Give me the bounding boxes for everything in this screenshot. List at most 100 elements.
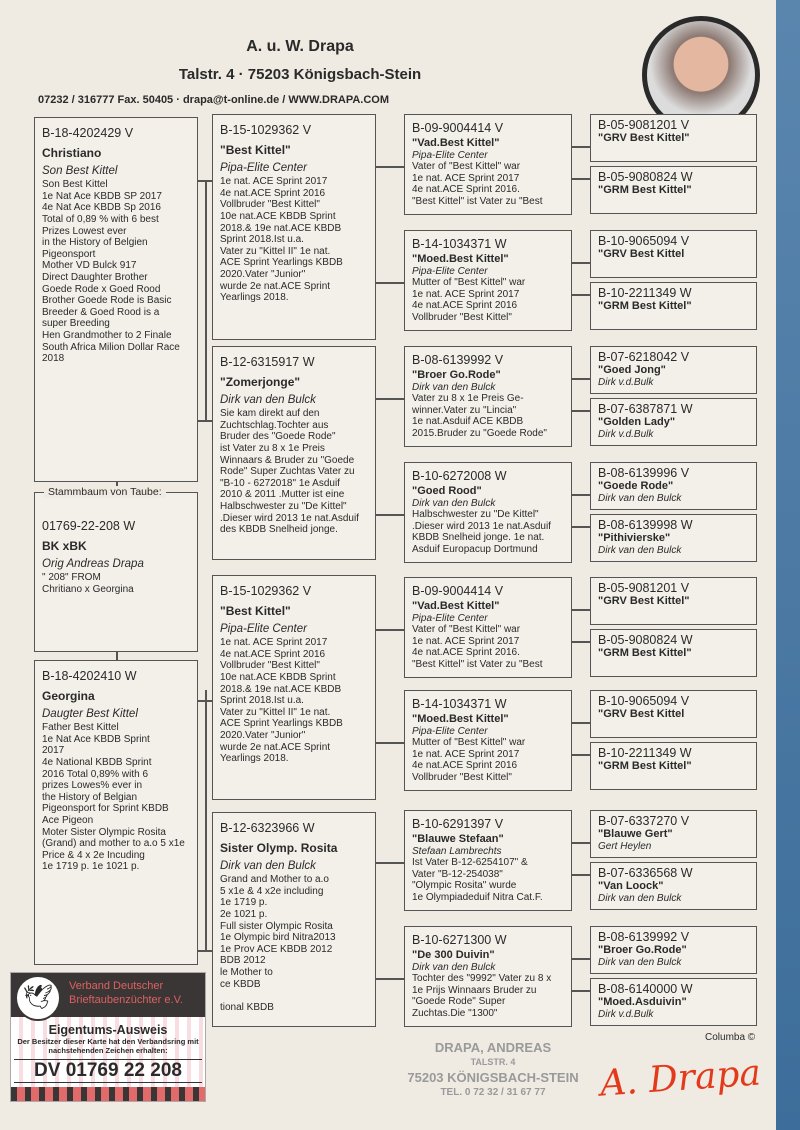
note-line: " 208" FROM <box>42 572 101 584</box>
ring-number: B-09-9004414 V <box>412 584 504 598</box>
note-line: 4e nat.ACE Sprint 2016 <box>412 300 518 312</box>
connector-line <box>572 494 590 496</box>
pigeon-name: "Goed Jong" <box>598 364 666 376</box>
connector-line <box>376 166 404 168</box>
ring-number: B-07-6218042 V <box>598 350 690 364</box>
breeder-name: A. u. W. Drapa <box>246 38 354 55</box>
breeder: Dirk van den Bulck <box>412 961 496 973</box>
note-line: KBDB Snelheid jonge. 1e nat. <box>412 532 545 544</box>
note-line: 4e nat.ACE Sprint 2016. <box>412 647 520 659</box>
breeder: Son Best Kittel <box>42 164 118 177</box>
great-great-grandparent-box: B-08-6139992 V "Broer Go.Rode" Dirk van de… <box>590 926 757 974</box>
pigeon-name: "Van Loock" <box>598 880 664 892</box>
note-line: Prizes Lowest ever <box>42 225 127 237</box>
note-line: 4e Nat Ace KBDB Sp 2016 <box>42 202 161 214</box>
connector-line <box>376 629 404 631</box>
stamp-line: TEL. 0 72 32 / 31 67 77 <box>440 1087 546 1098</box>
pigeon-name: "Vad.Best Kittel" <box>412 600 500 612</box>
breeder: Stefaan Lambrechts <box>412 845 502 857</box>
note-line: le Mother to <box>220 966 273 978</box>
note-line: Brother Goede Rode is Basic <box>42 295 172 307</box>
great-grandparent-box: B-10-6291397 V "Blauwe Stefaan" Stefaan La… <box>404 810 572 911</box>
pigeon-name: "Moed.Best Kittel" <box>412 713 509 725</box>
note-line: Moter Sister Olympic Rosita <box>42 826 166 838</box>
breeder: Dirk v.d.Bulk <box>598 428 654 440</box>
breeder: Dirk v.d.Bulk <box>598 376 654 388</box>
note-line: Ist Vater B-12-6254107" & <box>412 857 528 869</box>
connector-line <box>376 398 404 400</box>
breeder-address: Talstr. 4 · 75203 Königsbach-Stein <box>178 66 422 83</box>
note-line: 1e Nat Ace KBDB Sprint <box>42 733 150 745</box>
note-line: Vater zu "Kittel II" 1e nat. <box>220 706 331 718</box>
note-line: Full sister Olympic Rosita <box>220 920 333 932</box>
note-line: Rode" Super Zuchtas Vater zu <box>220 466 355 478</box>
note-line: Pigeonsport for Sprint KBDB <box>42 803 169 815</box>
connector-line <box>376 742 404 744</box>
address-stamp: DRAPA, ANDREAS TALSTR. 4 75203 KÖNIGSBAC… <box>398 1040 588 1100</box>
org-name: Verband Deutscher <box>69 980 164 992</box>
ring-number: B-08-6139996 V <box>598 466 690 480</box>
note-line: ACE Sprint Yearlings KBDB <box>220 257 343 269</box>
connector-line <box>572 262 590 264</box>
breeder: Pipa-Elite Center <box>412 265 488 277</box>
connector-line <box>572 178 590 180</box>
note-line: 4e National KBDB Sprint <box>42 756 152 768</box>
connector-line <box>572 609 590 611</box>
pigeon-name: Christiano <box>42 146 102 160</box>
ring-number: B-08-6139998 W <box>598 518 693 532</box>
note-line: 1e nat. ACE Sprint 2017 <box>412 635 520 647</box>
great-great-grandparent-box: B-08-6139996 V "Goede Rode" Dirk van den B… <box>590 462 757 510</box>
note-line: 10e nat.ACE KBDB Sprint <box>220 210 336 222</box>
signature: A. Drapa <box>598 1052 763 1105</box>
grandparent-box: B-12-6315917 W "Zomerjonge" Dirk van den B… <box>212 346 376 560</box>
note-line: Tochter des "9992" Vater zu 8 x <box>412 973 552 985</box>
ring-number: B-10-2211349 W <box>598 746 692 760</box>
note-line: 2018.& 19e nat.ACE KBDB <box>220 222 342 234</box>
subject-legend: Stammbaum von Taube: <box>44 486 166 498</box>
connector-line <box>572 754 590 756</box>
note-line: Father Best Kittel <box>42 722 119 734</box>
note-line: in the History of Belgien <box>42 237 148 249</box>
connector-line <box>205 180 207 420</box>
breeder: Dirk van den Bulck <box>598 492 682 504</box>
note-line: 2015.Bruder zu "Goede Rode" <box>412 427 547 439</box>
great-great-grandparent-box: B-05-9081201 V "GRV Best Kittel" <box>590 114 757 162</box>
connector-line <box>376 862 404 864</box>
note-line: wurde 2e nat.ACE Sprint <box>220 280 331 292</box>
breeder: Dirk van den Bulck <box>220 859 316 872</box>
breeder: Pipa-Elite Center <box>412 149 488 161</box>
note-line: 1e nat. ACE Sprint 2017 <box>412 172 520 184</box>
note-line: 1e Prov ACE KBDB 2012 <box>220 943 333 955</box>
pigeon-name: "De 300 Duivin" <box>412 949 495 961</box>
great-great-grandparent-box: B-05-9080824 W "GRM Best Kittel" <box>590 629 757 677</box>
card-subtitle: Der Besitzer dieser Karte hat den Verban… <box>17 1037 199 1055</box>
ring-number: B-14-1034371 W <box>412 237 507 251</box>
note-line: .Dieser wird 2013 1e nat.Asduif <box>412 520 551 532</box>
great-grandparent-box: B-08-6139992 V "Broer Go.Rode" Dirk van de… <box>404 346 572 447</box>
subject-box: 01769-22-208 W BK xBK Orig Andreas Drapa… <box>34 492 198 652</box>
ring-number: B-07-6387871 W <box>598 402 693 416</box>
note-line: 2018.& 19e nat.ACE KBDB <box>220 683 342 695</box>
great-great-grandparent-box: B-07-6337270 V "Blauwe Gert" Gert Heylen <box>590 810 757 858</box>
stamp-line: 75203 KÖNIGSBACH-STEIN <box>407 1070 579 1085</box>
pigeon-name: "GRM Best Kittel" <box>598 760 692 772</box>
breeder: Dirk van den Bulck <box>598 956 682 968</box>
connector-line <box>376 514 404 516</box>
ownership-card: 🕊 Verband Deutscher Brieftaubenzüchter e.… <box>10 972 206 1102</box>
pigeon-name: Georgina <box>42 689 95 703</box>
great-great-grandparent-box: B-08-6140000 W "Moed.Asduivin" Dirk v.d.Bu… <box>590 978 757 1026</box>
pigeon-name: "Best Kittel" <box>220 143 291 157</box>
pigeon-name: "Goed Rood" <box>412 485 482 497</box>
dove-logo-icon: 🕊 <box>15 975 61 1021</box>
connector-line <box>572 958 590 960</box>
note-line: Vater of "Best Kittel" war <box>412 624 521 636</box>
pigeon-name: "Vad.Best Kittel" <box>412 137 500 149</box>
note-line: Sprint 2018.Ist u.a. <box>220 695 304 707</box>
pigeon-name: "GRM Best Kittel" <box>598 184 692 196</box>
great-great-grandparent-box: B-05-9081201 V "GRV Best Kittel" <box>590 577 757 625</box>
note-line: ist Vater zu 8 x 1e Preis <box>220 442 325 454</box>
note-line: Bruder des "Goede Rode" <box>220 431 336 443</box>
great-grandparent-box: B-10-6272008 W "Goed Rood" Dirk van den Bu… <box>404 462 572 563</box>
note-line: wurde 2e nat.ACE Sprint <box>220 741 331 753</box>
note-line: Hen Grandmother to 2 Finale <box>42 329 172 341</box>
